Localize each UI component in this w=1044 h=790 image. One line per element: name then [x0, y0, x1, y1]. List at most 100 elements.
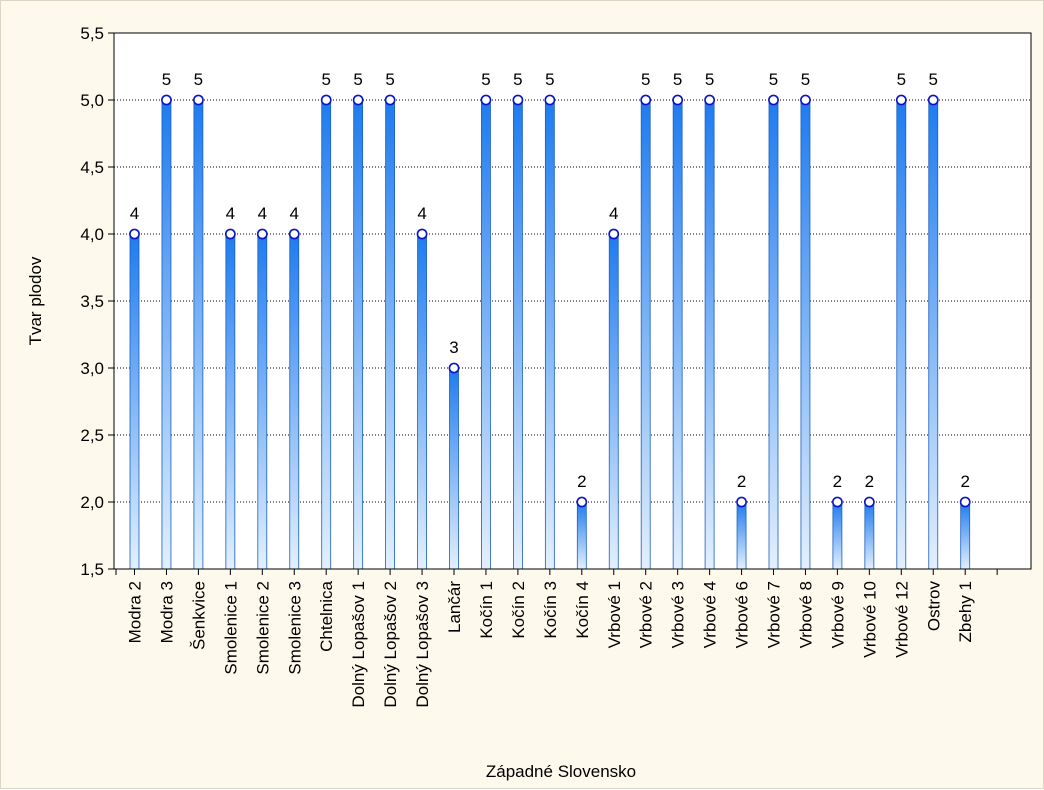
- x-axis-ticks: Modra 2 Modra 3 Šenkvice Smolenice 1 Smoleni…: [115, 569, 998, 708]
- x-tick-label: Smolenice 1: [221, 581, 240, 675]
- data-point-marker: [672, 94, 684, 106]
- data-label: 2: [960, 472, 969, 491]
- data-point-marker: [895, 94, 907, 106]
- data-label: 4: [417, 204, 426, 223]
- data-label: 2: [737, 472, 746, 491]
- data-point-marker: [384, 94, 396, 106]
- data-point-marker: [256, 228, 268, 240]
- y-tick-label: 4,0: [80, 225, 104, 244]
- data-point-marker: [704, 94, 715, 106]
- y-axis-ticks: 1,5 2,0 2,5 3,0 3,5 4,0 4,5 5,0 5,5: [80, 24, 114, 579]
- bar: [225, 233, 236, 570]
- x-tick-label: Ostrov: [924, 581, 943, 632]
- plot-border: [113, 32, 1032, 570]
- x-tick-label: Vrbové 1: [605, 581, 624, 648]
- x-tick-label: Vrbové 3: [669, 581, 688, 648]
- x-tick-label: Vrbové 6: [733, 581, 752, 648]
- bar: [832, 501, 843, 570]
- y-axis-title: Tvar plodov: [26, 256, 45, 345]
- data-point-marker: [192, 94, 204, 106]
- data-label: 5: [385, 70, 394, 89]
- data-point-marker: [320, 94, 332, 106]
- data-point-marker: [736, 496, 747, 508]
- bar: [129, 233, 140, 570]
- data-point-marker: [512, 94, 524, 106]
- bar: [640, 99, 651, 570]
- data-label: 4: [130, 204, 139, 223]
- bar: [896, 99, 907, 570]
- x-tick-label: Šenkvice: [189, 581, 208, 650]
- x-tick-label: Zbehy 1: [956, 581, 975, 642]
- data-point-marker: [161, 94, 172, 106]
- markers: [129, 94, 971, 508]
- x-tick-label: Dolný Lopašov 2: [381, 581, 400, 708]
- bar: [768, 99, 779, 570]
- data-label: 5: [705, 70, 714, 89]
- y-tick-label: 3,0: [80, 359, 104, 378]
- data-label: 4: [609, 204, 618, 223]
- data-label: 5: [769, 70, 778, 89]
- x-tick-label: Chtelnica: [317, 580, 336, 651]
- x-tick-label: Smolenice 3: [285, 581, 304, 675]
- data-point-marker: [768, 94, 779, 106]
- bar: [161, 99, 172, 570]
- bar: [672, 99, 683, 570]
- bar: [576, 501, 587, 570]
- bar: [481, 99, 491, 570]
- data-point-marker: [288, 228, 300, 240]
- data-labels: 4 5 5 4 4 4 5 5 5 4 3 5 5 5 2 4 5 5 5 2 5 5 2 2 5 5 2: [130, 70, 970, 491]
- data-point-marker: [129, 228, 140, 240]
- data-label: 4: [226, 204, 235, 223]
- bar: [736, 501, 747, 570]
- x-tick-label: Vrbové 10: [860, 581, 879, 658]
- data-label: 5: [897, 70, 906, 89]
- x-tick-label: Vrbové 9: [828, 581, 847, 648]
- y-tick-label: 1,5: [80, 560, 104, 579]
- bar: [704, 99, 715, 570]
- bar: [385, 99, 396, 570]
- x-tick-label: Dolný Lopašov 1: [349, 581, 368, 708]
- data-label: 5: [194, 70, 203, 89]
- y-tick-label: 2,0: [80, 493, 104, 512]
- x-tick-label: Modra 2: [126, 581, 145, 643]
- plot-area: [114, 33, 1031, 569]
- data-label: 2: [865, 472, 874, 491]
- y-tick-label: 3,5: [80, 292, 104, 311]
- y-tick-label: 4,5: [80, 158, 104, 177]
- data-label: 2: [833, 472, 842, 491]
- bar: [289, 233, 300, 570]
- data-label: 5: [545, 70, 554, 89]
- data-label: 5: [162, 70, 171, 89]
- data-point-marker: [927, 94, 939, 106]
- data-label: 4: [258, 204, 267, 223]
- data-label: 5: [353, 70, 362, 89]
- x-tick-label: Modra 3: [157, 581, 176, 643]
- data-point-marker: [832, 496, 843, 508]
- data-point-marker: [448, 362, 460, 374]
- bar: [960, 501, 971, 570]
- x-tick-label: Kočín 2: [509, 581, 528, 639]
- x-tick-label: Vrbové 7: [765, 581, 784, 648]
- x-tick-label: Kočín 3: [541, 581, 560, 639]
- bar: [417, 233, 427, 570]
- x-tick-label: Vrbové 4: [701, 581, 720, 648]
- bar: [321, 99, 332, 570]
- x-tick-label: Dolný Lopašov 3: [413, 581, 432, 708]
- data-label: 5: [513, 70, 522, 89]
- data-point-marker: [416, 228, 428, 240]
- data-label: 5: [481, 70, 490, 89]
- x-tick-label: Vrbové 12: [892, 581, 911, 658]
- bar: [257, 233, 268, 570]
- bar: [608, 233, 619, 570]
- data-point-marker: [640, 94, 652, 106]
- data-point-marker: [608, 228, 620, 240]
- data-label: 5: [641, 70, 650, 89]
- data-label: 5: [321, 70, 330, 89]
- y-tick-label: 2,5: [80, 426, 104, 445]
- y-tick-label: 5,5: [80, 24, 104, 43]
- bar: [513, 99, 523, 570]
- bar: [353, 99, 364, 570]
- data-label: 4: [290, 204, 299, 223]
